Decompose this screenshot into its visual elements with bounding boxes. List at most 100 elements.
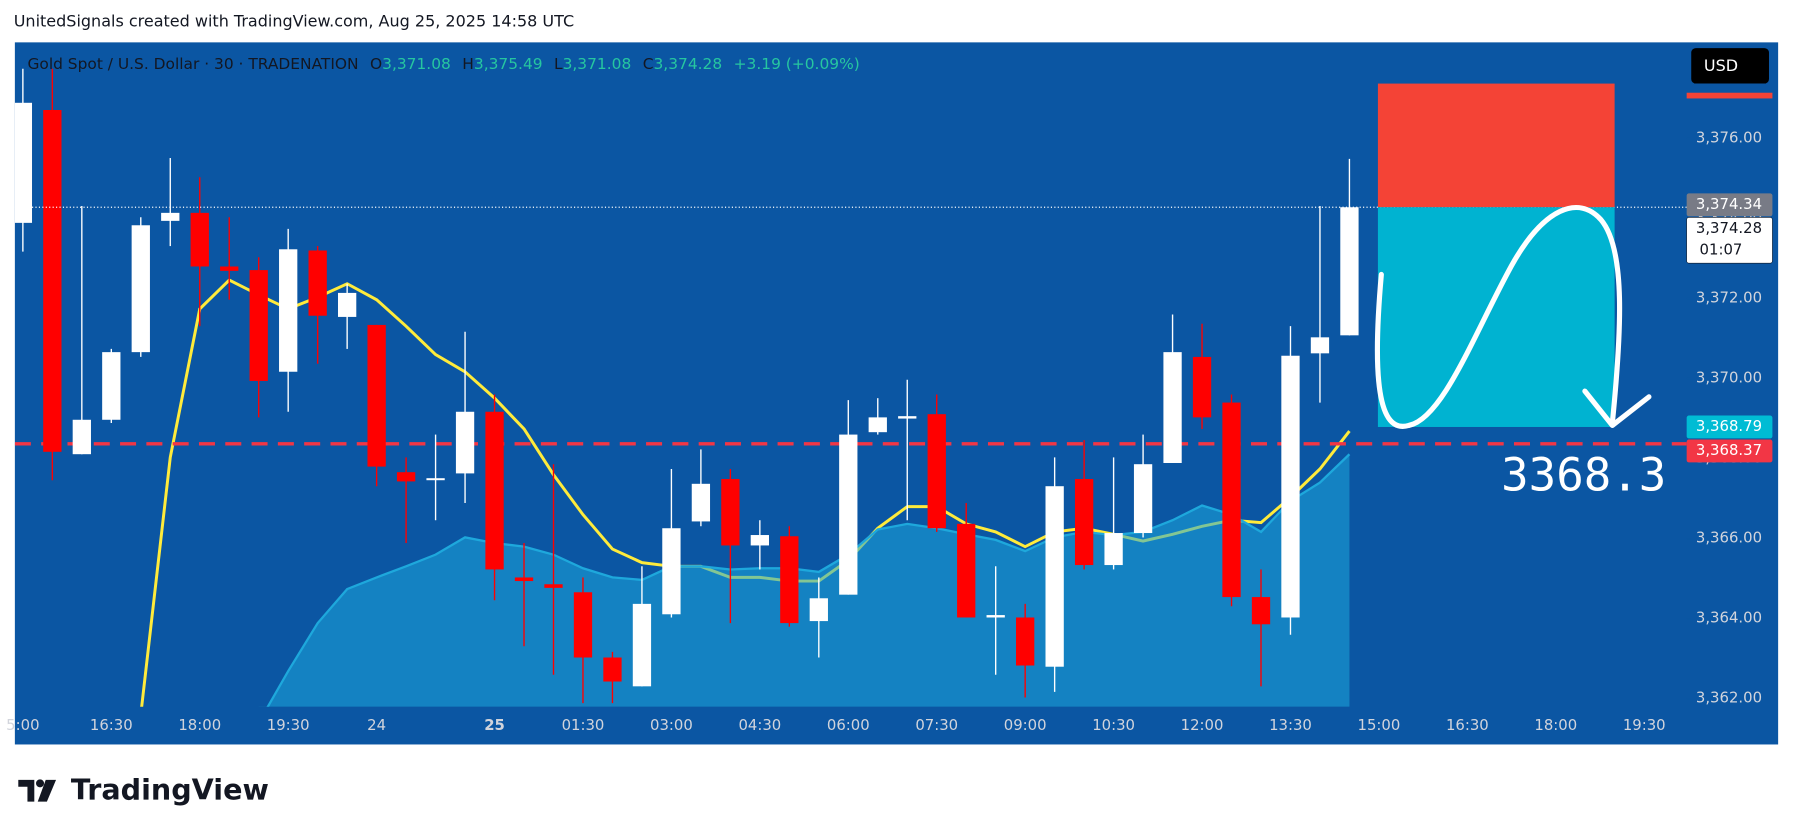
candle-body	[1192, 356, 1212, 418]
candle-body	[455, 411, 475, 474]
price-tag	[1686, 439, 1773, 463]
candle-body	[485, 411, 504, 570]
candle-body	[131, 225, 150, 353]
legend-key: O	[370, 55, 382, 73]
candle-body	[750, 535, 770, 546]
drawn-arrow	[1374, 205, 1623, 429]
y-tick-label: 3,370.00	[1696, 369, 1762, 387]
candle-body	[780, 536, 799, 624]
candle-body	[161, 212, 180, 221]
countdown: 01:07	[1700, 241, 1743, 259]
overlay: 3368.33,362.003,364.003,366.003,368.003,…	[6, 48, 1773, 734]
x-tick-label: 19:30	[267, 716, 310, 734]
candle-body	[367, 324, 386, 467]
candle-body	[662, 528, 681, 615]
legend: Gold Spot / U.S. Dollar · 30 · TRADENATI…	[27, 55, 859, 73]
legend-value: 3,374.28	[654, 55, 723, 73]
candle-body	[1251, 597, 1271, 625]
price-tag-label: 3,368.79	[1696, 417, 1762, 435]
legend-key: H	[462, 55, 474, 73]
x-tick-label: 09:00	[1004, 716, 1047, 734]
price-tag	[1686, 415, 1773, 439]
candle-body	[957, 523, 976, 618]
candle-body	[986, 615, 1005, 618]
candle-body	[809, 598, 828, 622]
stop-zone	[1377, 83, 1615, 208]
candle-body	[1222, 402, 1241, 598]
drawn-arrowhead	[1582, 388, 1652, 429]
x-tick-label: 19:30	[1623, 716, 1666, 734]
target-zone	[1377, 207, 1615, 427]
candle-body	[1133, 464, 1153, 534]
x-tick-label: 03:00	[650, 716, 693, 734]
logo-mark	[37, 779, 57, 802]
candle-body	[337, 292, 357, 317]
candle-body	[839, 434, 858, 595]
y-tick-label: 3,366.00	[1696, 529, 1762, 547]
brand: TradingView	[71, 772, 269, 806]
x-tick-label: 12:00	[1181, 716, 1224, 734]
candle-body	[1074, 479, 1094, 566]
x-tick-label: 5:00	[6, 716, 39, 734]
x-tick-label: 16:30	[1446, 716, 1489, 734]
candle-body	[102, 352, 121, 420]
legend-title: Gold Spot / U.S. Dollar · 30 · TRADENATI…	[27, 55, 358, 73]
x-tick-label: 10:30	[1092, 716, 1135, 734]
legend-key: L	[554, 55, 563, 73]
legend-change: +3.19 (+0.09%)	[734, 55, 860, 73]
x-tick-label: 18:00	[1534, 716, 1577, 734]
candle-body	[190, 212, 209, 267]
legend-value: 3,371.08	[563, 55, 632, 73]
candle-body	[1340, 207, 1359, 336]
candle-body	[927, 414, 946, 529]
y-tick-label: 3,364.00	[1696, 609, 1762, 627]
currency-label: USD	[1704, 56, 1738, 75]
candle-body	[1045, 486, 1064, 667]
price-tag	[1686, 193, 1773, 217]
legend-value: 3,375.49	[474, 55, 543, 73]
candle-body	[898, 416, 917, 419]
x-tick-label: 13:30	[1269, 716, 1312, 734]
x-tick-label: 24	[367, 716, 386, 734]
annotation: 3368.3	[1501, 449, 1666, 502]
currency-button[interactable]	[1691, 48, 1769, 84]
candle-body	[279, 249, 298, 372]
y-tick-label: 3,362.00	[1696, 689, 1762, 707]
candle-body	[308, 250, 327, 316]
price-tag-label: 3,374.28	[1696, 219, 1762, 237]
candle-body	[1163, 352, 1182, 463]
price-tag-label: 3,374.34	[1696, 195, 1762, 213]
y-tick-label: 3,372.00	[1696, 289, 1762, 307]
candle-body	[514, 577, 534, 582]
logo-mark	[18, 779, 35, 802]
x-tick-label: 06:00	[827, 716, 870, 734]
candle-body	[573, 592, 593, 658]
x-tick-label: 07:30	[915, 716, 958, 734]
candle-body	[249, 270, 268, 381]
x-tick-label: 04:30	[738, 716, 781, 734]
price-tag	[1686, 217, 1773, 264]
tradingview-logo: TradingView	[18, 772, 269, 806]
candle-body	[1104, 533, 1123, 566]
candle-body	[868, 417, 887, 433]
plot-area	[14, 68, 1687, 707]
candle-body	[72, 419, 91, 455]
candle-body	[544, 584, 563, 588]
candle-body	[1016, 617, 1035, 666]
watermark: UnitedSignals created with TradingView.c…	[14, 11, 574, 30]
candle-body	[396, 472, 416, 482]
candle-body	[43, 109, 62, 452]
x-tick-label: 15:00	[1358, 716, 1401, 734]
y-tick-label: 3,376.00	[1696, 128, 1762, 146]
candle-body	[1310, 337, 1330, 354]
candle-body	[14, 102, 33, 223]
x-tick-label: 25	[484, 716, 505, 734]
legend-key: C	[643, 55, 654, 73]
candle-body	[426, 478, 445, 481]
candle-body	[691, 483, 711, 522]
logo-mark	[36, 779, 45, 788]
area-edge	[266, 453, 1351, 707]
candle-body	[1281, 355, 1300, 618]
